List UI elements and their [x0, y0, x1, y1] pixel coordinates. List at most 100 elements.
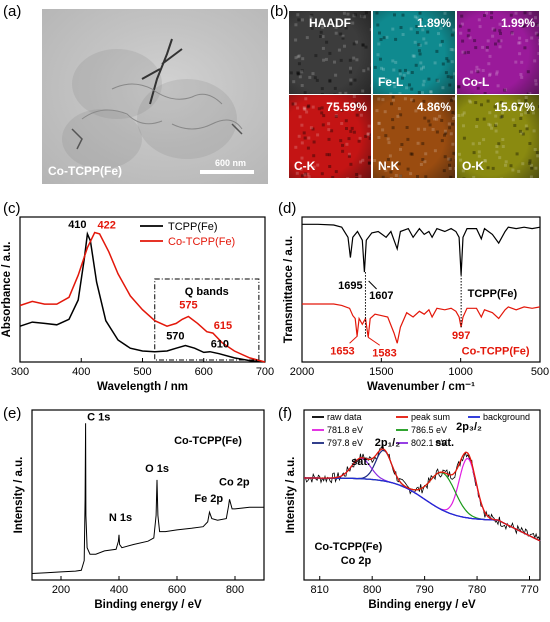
peak-label: 2p₁/₂	[375, 437, 400, 449]
chart-title: Co-TCPP(Fe)	[174, 435, 242, 447]
peak-label: 997	[452, 330, 470, 342]
peak-label: 410	[68, 219, 86, 231]
legend-entry: TCPP(Fe)	[168, 221, 218, 233]
series-label: TCPP(Fe)	[468, 288, 518, 300]
eds-map-percentage: 75.59%	[326, 100, 367, 114]
x-tick-label: 300	[11, 366, 29, 378]
peak-label: 1653	[330, 345, 354, 357]
peak-label: 1583	[372, 347, 396, 359]
chart-e-frame	[31, 409, 265, 581]
x-tick-label: 500	[133, 366, 151, 378]
x-tick-label: 400	[110, 584, 128, 596]
eds-map-element: C-K	[294, 159, 316, 173]
peak-label: Co 2p	[219, 476, 250, 488]
peak-label: 1695	[338, 280, 362, 292]
peak-label: N 1s	[109, 512, 132, 524]
legend-entry: 786.5 eV	[411, 425, 447, 435]
raw-data-line	[303, 442, 541, 542]
eds-map-percentage: 1.99%	[500, 16, 535, 30]
tem-caption: Co-TCPP(Fe)	[48, 164, 122, 178]
eds-map-element: O-K	[462, 159, 484, 173]
eds-map-element: Co-L	[462, 75, 490, 89]
eds-map-4: 75.59% C-K	[289, 95, 371, 178]
legend-entry: raw data	[327, 412, 362, 422]
y-axis-label: Intensity / a.u.	[13, 457, 25, 534]
component-line-3	[304, 449, 541, 542]
x-tick-label: 800	[226, 584, 244, 596]
series-line-2	[302, 303, 541, 344]
component-line-1	[304, 457, 541, 542]
survey-spectrum	[31, 423, 264, 574]
x-tick-label: 810	[311, 584, 329, 596]
legend-entry: 802.1 eV	[411, 438, 447, 448]
eds-map-5: 4.86% N-K	[373, 95, 455, 178]
x-axis-label: Wavelength / nm	[97, 381, 188, 393]
peak-label: 610	[211, 339, 229, 351]
eds-map-1: HAADF	[289, 11, 371, 94]
x-tick-label: 2000	[290, 366, 314, 378]
eds-map-element: N-K	[378, 159, 400, 173]
panel-label-f: (f)	[278, 405, 293, 422]
y-axis-label: Transmittance / a.u.	[283, 236, 295, 343]
peak-label: Fe 2p	[194, 493, 223, 505]
y-axis-label: Intensity / a.u.	[285, 457, 297, 534]
arrow	[368, 280, 377, 290]
chart-f: 810 800 790 780 770 Binding energy / eV Intens…	[285, 409, 541, 611]
x-tick-label: 500	[531, 366, 549, 378]
eds-map-6: 15.67% O-K	[457, 95, 539, 178]
peak-label: sat.	[351, 456, 370, 468]
chart-e: 200 400 600 800 Binding energy / eV Intensity…	[13, 409, 265, 611]
peak-label: 575	[179, 300, 197, 312]
legend-entry: Co-TCPP(Fe)	[168, 236, 235, 248]
x-tick-label: 400	[72, 366, 90, 378]
tem-image: Co-TCPP(Fe) 600 nm	[42, 9, 268, 184]
x-tick-label: 780	[468, 584, 486, 596]
y-axis-label: Absorbance / a.u.	[1, 242, 13, 338]
sample-label: Co-TCPP(Fe)	[314, 541, 382, 553]
peak-label: 1607	[369, 290, 393, 302]
sample-label: Co 2p	[341, 555, 372, 567]
eds-map-2: 1.89% Fe-L	[373, 11, 455, 94]
chart-d-frame	[301, 216, 541, 363]
x-axis-label: Binding energy / eV	[94, 599, 202, 611]
chart-c: 300 400 500 600 700 Wavelength / nm Absorbance…	[1, 216, 274, 393]
x-tick-label: 200	[52, 584, 70, 596]
legend-entry: 797.8 eV	[327, 438, 363, 448]
peak-label: 2p₃/₂	[456, 421, 482, 433]
legend-entry: 781.8 eV	[327, 425, 363, 435]
scale-bar-label: 600 nm	[214, 158, 246, 168]
panel-label-c: (c)	[3, 200, 21, 217]
x-tick-label: 600	[195, 366, 213, 378]
scale-bar	[200, 170, 254, 174]
series-line-1	[302, 223, 541, 276]
x-tick-label: 800	[363, 584, 381, 596]
peak-label: 570	[166, 330, 184, 342]
q-bands-label: Q bands	[185, 286, 229, 298]
peak-label: C 1s	[87, 411, 110, 423]
x-tick-label: 1000	[448, 366, 472, 378]
peak-label: 615	[214, 320, 232, 332]
eds-map-element: Fe-L	[378, 75, 404, 89]
eds-map-3: 1.99% Co-L	[457, 11, 539, 94]
x-tick-label: 790	[415, 584, 433, 596]
arrow	[349, 335, 358, 344]
q-bands-box	[154, 278, 260, 361]
legend-entry: peak sum	[411, 412, 450, 422]
series-label: Co-TCPP(Fe)	[462, 345, 530, 357]
peak-label: 422	[98, 220, 116, 232]
legend-entry: background	[483, 412, 530, 422]
x-axis-label: Wavenumber / cm⁻¹	[367, 381, 475, 393]
chart-d: 2000 1500 1000 500 Wavenumber / cm⁻¹ Transmit…	[283, 216, 549, 393]
eds-map-percentage: 4.86%	[416, 100, 451, 114]
panel-label-e: (e)	[3, 405, 22, 422]
x-tick-label: 600	[168, 584, 186, 596]
panel-label-d: (d)	[278, 200, 297, 217]
series-line-2	[19, 231, 266, 363]
panel-label-a: (a)	[3, 3, 22, 20]
x-tick-label: 1500	[369, 366, 393, 378]
x-axis-label: Binding energy / eV	[368, 599, 476, 611]
eds-map-percentage: 15.67%	[494, 100, 535, 114]
peak-label: sat.	[435, 437, 454, 449]
eds-map-percentage: 1.89%	[416, 16, 451, 30]
peak-sum-line	[304, 448, 541, 542]
